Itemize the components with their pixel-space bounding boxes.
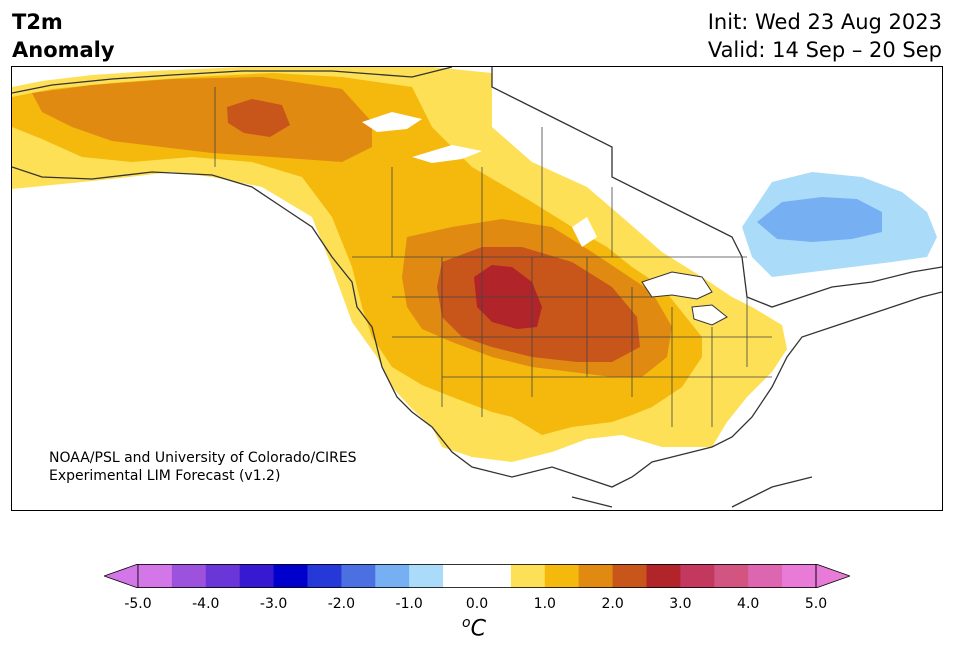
colorbar-segment: [714, 564, 749, 588]
colorbar-tick-label: 3.0: [669, 596, 692, 612]
colorbar-tick-label: -3.0: [259, 596, 288, 612]
colorbar-segment: [239, 564, 275, 588]
map-panel: [11, 66, 943, 511]
colorbar-segment: [646, 564, 681, 588]
valid-date: Valid: 14 Sep – 20 Sep: [707, 38, 942, 62]
unit-degree: o: [462, 615, 471, 631]
colorbar-frame: [137, 564, 817, 588]
colorbar-under-arrow: [104, 564, 139, 588]
init-date: Init: Wed 23 Aug 2023: [707, 10, 942, 34]
colorbar-tick-label: 1.0: [533, 596, 556, 612]
colorbar-unit: oC: [462, 615, 486, 641]
colorbar-segment: [273, 564, 308, 588]
colorbar-ticks: -5.0 -4.0 -3.0 -2.0 -1.0 0.0 1.0 2.0 3.0 4.0 5.0: [0, 596, 953, 616]
anomaly-region-neg1-5: [757, 197, 882, 242]
colorbar-tick-label: -4.0: [192, 596, 220, 612]
colorbar-segment: [477, 564, 512, 588]
colorbar-segment: [782, 564, 817, 588]
credit-line-2: Experimental LIM Forecast (v1.2): [49, 468, 281, 484]
forecast-dates: Init: Wed 23 Aug 2023 Valid: 14 Sep – 20…: [708, 8, 942, 64]
colorbar-segment: [341, 564, 376, 588]
colorbar-segment: [680, 564, 715, 588]
colorbar-over-arrow: [815, 564, 850, 588]
colorbar-segment: [409, 564, 444, 588]
colorbar-segment: [171, 564, 207, 588]
colorbar-tick-label: -1.0: [395, 596, 423, 612]
colorbar-tick-label: 5.0: [804, 596, 828, 612]
colorbar-segment: [138, 564, 173, 588]
colorbar-segment: [307, 564, 342, 588]
title-line-2: Anomaly: [12, 38, 115, 62]
anomaly-map: [12, 67, 942, 508]
colorbar-segment: [510, 564, 546, 588]
title-line-1: T2m: [12, 10, 63, 34]
country-state-borders: [214, 87, 772, 427]
colorbar-tick-label: -2.0: [327, 596, 356, 612]
hudson-bay-area-lakes: [362, 112, 597, 247]
colorbar-segment: [375, 564, 410, 588]
colorbar-tick-label: 2.0: [601, 596, 624, 612]
map-title: T2m Anomaly: [12, 8, 115, 64]
coastline: [12, 67, 942, 508]
credit-line-1: NOAA/PSL and University of Colorado/CIRE…: [49, 450, 357, 466]
colorbar-segment: [443, 564, 478, 588]
credit-text: NOAA/PSL and University of Colorado/CIRE…: [49, 449, 357, 485]
colorbar-tick-label: 0.0: [465, 596, 489, 612]
great-lakes: [641, 271, 728, 326]
colorbar-segment: [612, 564, 647, 588]
colorbar-segment: [578, 564, 614, 588]
colorbar-tick-label: -5.0: [124, 596, 152, 612]
colorbar-segment: [748, 564, 783, 588]
colorbar-segment: [205, 564, 241, 588]
colorbar: [104, 564, 850, 588]
colorbar-tick-label: 4.0: [737, 596, 760, 612]
unit-letter: C: [470, 616, 486, 642]
colorbar-segment: [544, 564, 580, 588]
